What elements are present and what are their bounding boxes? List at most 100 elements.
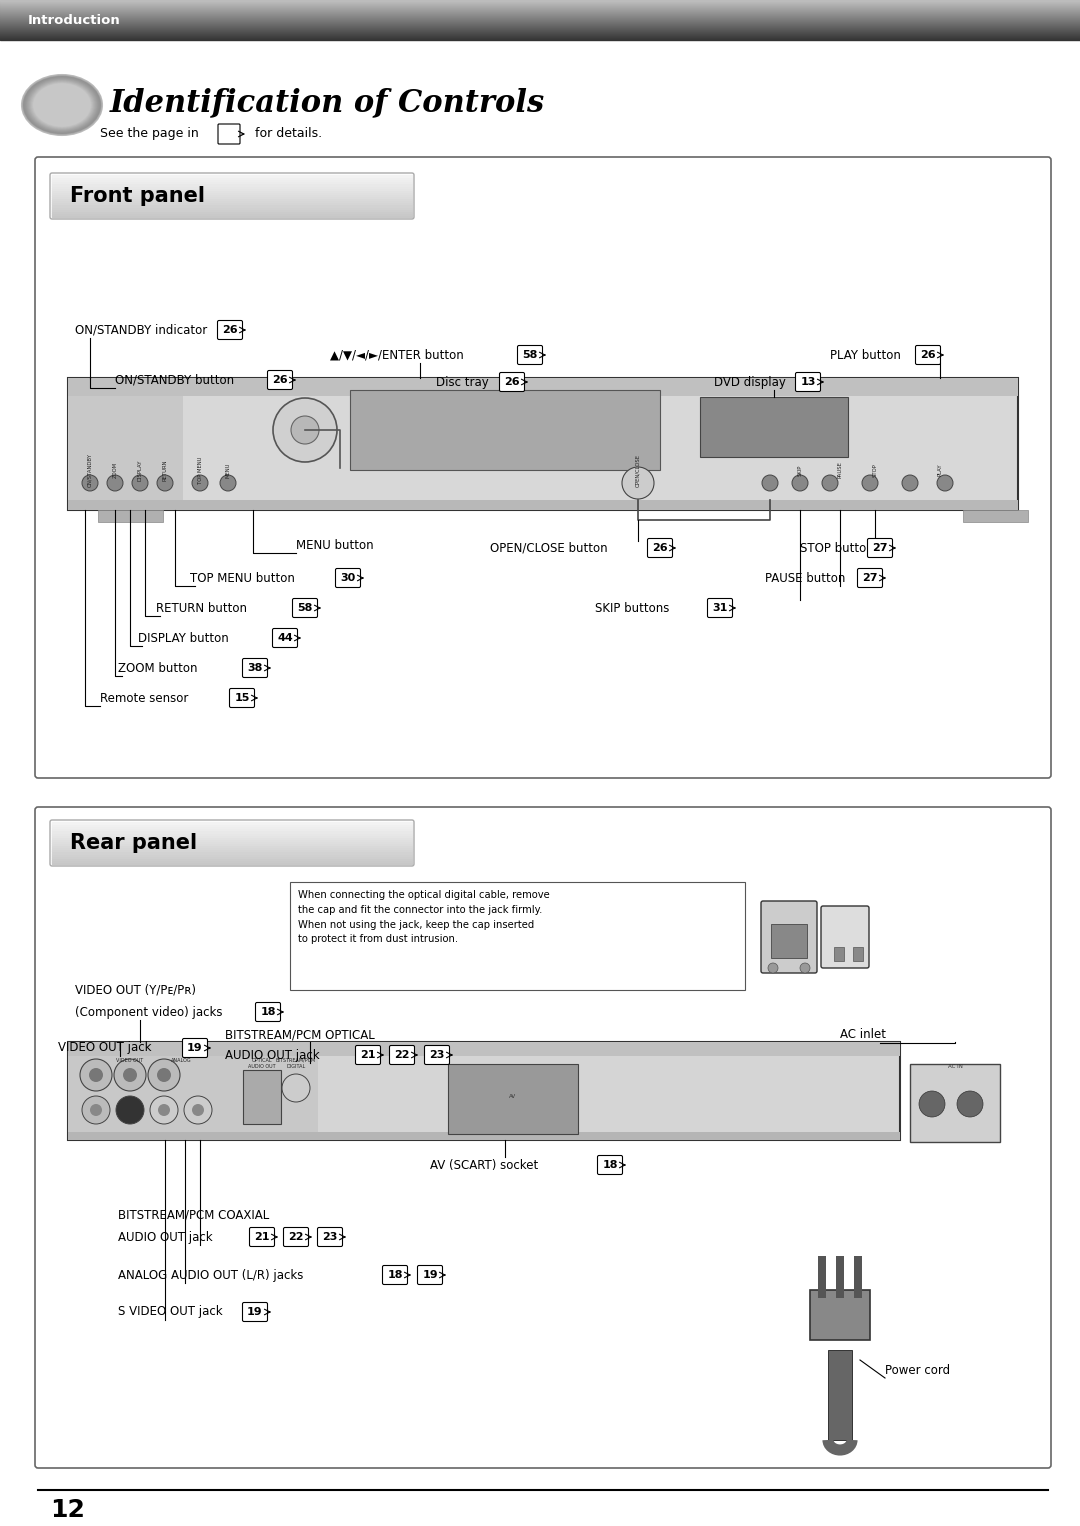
Text: 38: 38	[247, 662, 262, 673]
Ellipse shape	[25, 78, 98, 133]
Bar	[52, 862, 411, 864]
Text: 18: 18	[388, 1270, 403, 1280]
Circle shape	[107, 475, 123, 491]
Bar	[52, 203, 411, 204]
Bar	[854, 1256, 862, 1299]
Text: TOP MENU: TOP MENU	[198, 456, 203, 484]
Bar	[52, 859, 411, 862]
Text: VIDEO OUT jack: VIDEO OUT jack	[58, 1042, 151, 1054]
Bar	[52, 182, 411, 183]
Text: 18: 18	[260, 1007, 275, 1016]
Text: Rear panel: Rear panel	[70, 833, 198, 853]
Circle shape	[902, 475, 918, 491]
Text: 31: 31	[713, 603, 728, 613]
Text: MENU: MENU	[226, 462, 230, 478]
FancyBboxPatch shape	[597, 1155, 622, 1175]
Bar	[68, 501, 1018, 510]
Circle shape	[184, 1096, 212, 1125]
Text: AV: AV	[510, 1094, 516, 1100]
FancyBboxPatch shape	[218, 124, 240, 143]
FancyBboxPatch shape	[648, 539, 673, 557]
Ellipse shape	[28, 79, 96, 131]
Bar	[52, 850, 411, 852]
Text: OPEN/CLOSE: OPEN/CLOSE	[635, 453, 640, 487]
Bar	[68, 1042, 900, 1056]
FancyBboxPatch shape	[229, 688, 255, 708]
Text: 21: 21	[361, 1050, 376, 1061]
Circle shape	[82, 1096, 110, 1125]
Bar	[68, 1132, 900, 1140]
Ellipse shape	[31, 82, 93, 128]
Circle shape	[132, 475, 148, 491]
Bar	[52, 847, 411, 850]
Circle shape	[282, 1074, 310, 1102]
Text: 15: 15	[234, 693, 249, 703]
Bar	[52, 215, 411, 217]
Text: 26: 26	[652, 543, 667, 552]
FancyBboxPatch shape	[424, 1045, 449, 1065]
Bar	[52, 194, 411, 195]
Ellipse shape	[24, 76, 100, 134]
Circle shape	[116, 1096, 144, 1125]
Text: 13: 13	[800, 377, 815, 388]
Text: 22: 22	[288, 1231, 303, 1242]
Text: 27: 27	[862, 572, 878, 583]
Text: STOP: STOP	[873, 462, 877, 478]
Text: 19: 19	[247, 1306, 262, 1317]
Text: PAUSE: PAUSE	[837, 461, 842, 479]
Bar	[52, 823, 411, 824]
FancyBboxPatch shape	[183, 1039, 207, 1058]
FancyBboxPatch shape	[418, 1265, 443, 1285]
FancyBboxPatch shape	[336, 569, 361, 588]
Bar	[68, 378, 1018, 510]
Bar	[52, 833, 411, 835]
Text: ZOOM button: ZOOM button	[118, 661, 198, 674]
Ellipse shape	[26, 78, 98, 133]
FancyBboxPatch shape	[796, 372, 821, 392]
Circle shape	[114, 1059, 146, 1091]
Text: 26: 26	[272, 375, 287, 385]
Text: SKIP buttons: SKIP buttons	[595, 601, 670, 615]
Bar	[98, 510, 163, 522]
Bar	[350, 391, 660, 470]
Text: 23: 23	[430, 1050, 445, 1061]
Circle shape	[158, 1103, 170, 1116]
Bar	[52, 209, 411, 211]
Bar	[52, 824, 411, 826]
Text: AC IN: AC IN	[947, 1064, 962, 1070]
Circle shape	[89, 1068, 103, 1082]
Text: 22: 22	[394, 1050, 409, 1061]
Text: DISPLAY: DISPLAY	[137, 459, 143, 481]
Text: Identification of Controls: Identification of Controls	[110, 87, 545, 119]
FancyBboxPatch shape	[382, 1265, 407, 1285]
Bar	[52, 852, 411, 853]
Bar	[700, 397, 848, 456]
Ellipse shape	[32, 82, 92, 127]
FancyBboxPatch shape	[243, 659, 268, 678]
Text: ANALOG: ANALOG	[171, 1058, 191, 1064]
Text: ▲/▼/◄/►/ENTER button: ▲/▼/◄/►/ENTER button	[330, 348, 463, 362]
Circle shape	[291, 417, 319, 444]
Text: PLAY button: PLAY button	[831, 348, 901, 362]
Bar	[52, 177, 411, 179]
Bar	[52, 188, 411, 189]
Circle shape	[148, 1059, 180, 1091]
Text: See the page in: See the page in	[100, 127, 199, 139]
Ellipse shape	[25, 76, 99, 133]
Bar	[52, 206, 411, 209]
Bar	[818, 1256, 826, 1299]
Circle shape	[768, 963, 778, 974]
Bar	[52, 841, 411, 842]
Ellipse shape	[23, 76, 102, 134]
Circle shape	[822, 475, 838, 491]
Bar	[52, 856, 411, 858]
Text: 58: 58	[297, 603, 313, 613]
Text: VIDEO OUT (Y/Pᴇ/Pʀ): VIDEO OUT (Y/Pᴇ/Pʀ)	[75, 983, 195, 996]
Text: 30: 30	[340, 572, 355, 583]
Circle shape	[622, 467, 654, 499]
Text: ON/STANDBY button: ON/STANDBY button	[114, 374, 234, 386]
FancyBboxPatch shape	[283, 1227, 309, 1247]
Text: PAUSE button: PAUSE button	[765, 572, 846, 584]
Circle shape	[919, 1091, 945, 1117]
Bar	[68, 378, 183, 510]
